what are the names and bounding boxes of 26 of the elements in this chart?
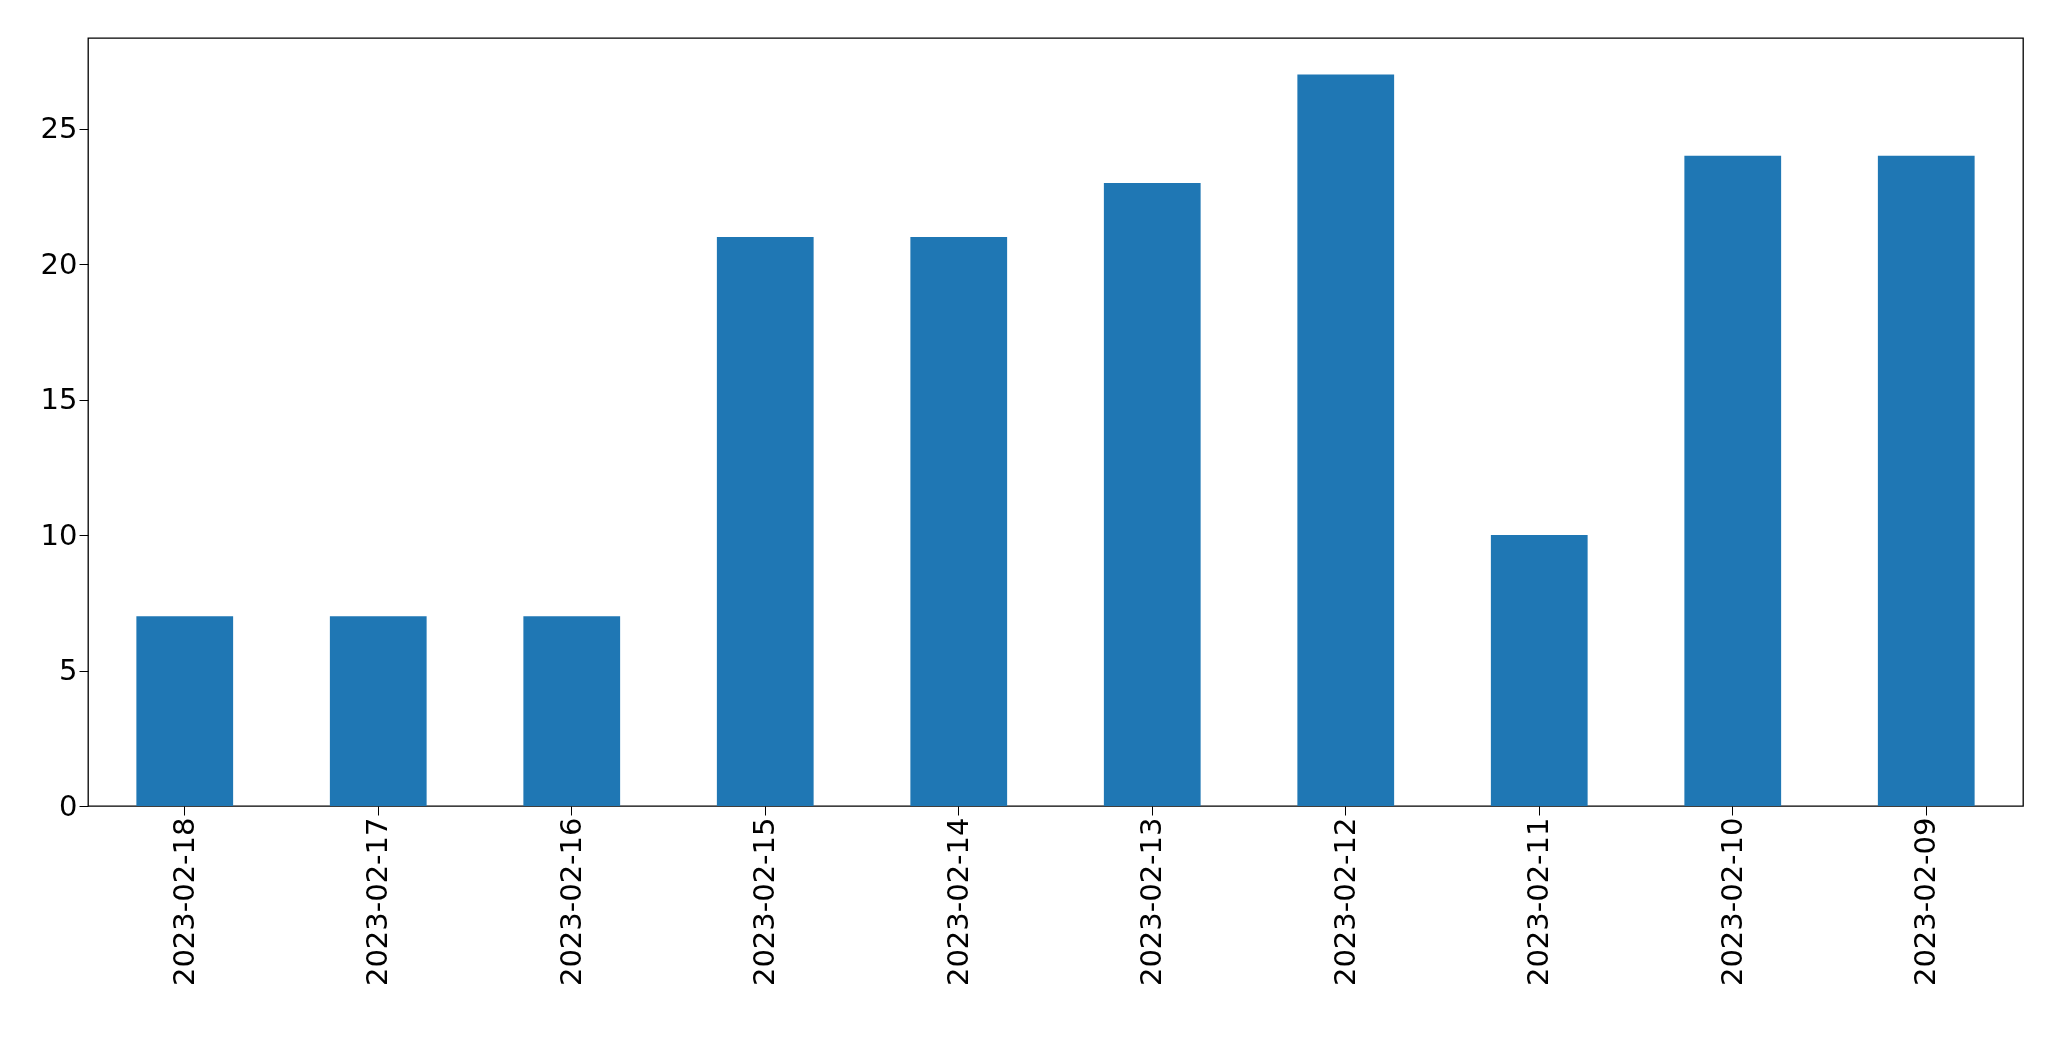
- x-tick-label: 2023-02-16: [553, 817, 588, 987]
- x-tick-label: 2023-02-17: [360, 817, 395, 987]
- bar: [1684, 155, 1782, 806]
- x-tick-label: 2023-02-10: [1714, 817, 1749, 987]
- x-tick-label: 2023-02-14: [940, 817, 975, 987]
- y-tick-label: 5: [59, 653, 78, 688]
- y-tick-label: 25: [40, 111, 78, 146]
- bar: [1877, 155, 1975, 806]
- x-tick-label: 2023-02-15: [747, 817, 782, 987]
- y-tick-label: 10: [40, 517, 78, 552]
- bar: [523, 616, 621, 806]
- x-tick-label: 2023-02-12: [1327, 817, 1362, 987]
- bar: [716, 237, 814, 806]
- bar: [329, 616, 427, 806]
- bar: [910, 237, 1008, 806]
- bar: [1490, 535, 1588, 806]
- y-tick-label: 0: [59, 788, 78, 823]
- y-tick-label: 15: [40, 382, 78, 417]
- bar: [136, 616, 234, 806]
- x-tick-label: 2023-02-09: [1908, 817, 1943, 987]
- x-tick-label: 2023-02-13: [1134, 817, 1169, 987]
- x-tick-label: 2023-02-18: [166, 817, 201, 987]
- bar: [1297, 74, 1395, 806]
- x-tick-label: 2023-02-11: [1521, 817, 1556, 987]
- bar: [1103, 182, 1201, 806]
- y-tick-label: 20: [40, 246, 78, 281]
